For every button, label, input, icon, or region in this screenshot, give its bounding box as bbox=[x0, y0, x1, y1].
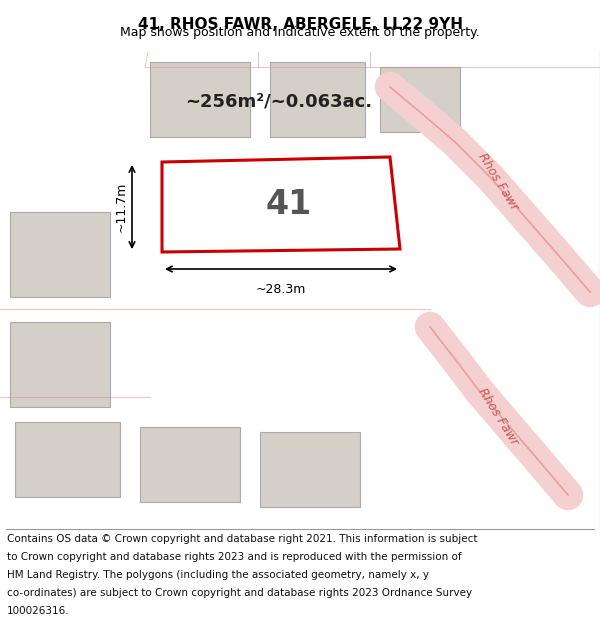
Text: Map shows position and indicative extent of the property.: Map shows position and indicative extent… bbox=[120, 26, 480, 39]
Text: co-ordinates) are subject to Crown copyright and database rights 2023 Ordnance S: co-ordinates) are subject to Crown copyr… bbox=[7, 588, 472, 598]
Text: to Crown copyright and database rights 2023 and is reproduced with the permissio: to Crown copyright and database rights 2… bbox=[7, 552, 462, 562]
Text: Rhos Fawr: Rhos Fawr bbox=[475, 386, 521, 448]
Text: 100026316.: 100026316. bbox=[7, 606, 70, 616]
Text: ~28.3m: ~28.3m bbox=[256, 283, 306, 296]
Bar bbox=[140, 427, 240, 502]
Text: 41, RHOS FAWR, ABERGELE, LL22 9YH: 41, RHOS FAWR, ABERGELE, LL22 9YH bbox=[137, 17, 463, 32]
Bar bbox=[15, 422, 120, 497]
Text: HM Land Registry. The polygons (including the associated geometry, namely x, y: HM Land Registry. The polygons (includin… bbox=[7, 570, 429, 580]
Text: 41: 41 bbox=[265, 189, 311, 221]
Bar bbox=[270, 62, 365, 137]
Text: ~256m²/~0.063ac.: ~256m²/~0.063ac. bbox=[185, 93, 372, 111]
Bar bbox=[10, 212, 110, 297]
Text: Rhos Fawr: Rhos Fawr bbox=[475, 151, 521, 213]
Text: Contains OS data © Crown copyright and database right 2021. This information is : Contains OS data © Crown copyright and d… bbox=[7, 534, 478, 544]
Bar bbox=[380, 67, 460, 132]
Bar bbox=[10, 322, 110, 407]
Text: ~11.7m: ~11.7m bbox=[115, 182, 128, 232]
Polygon shape bbox=[162, 157, 400, 252]
Bar bbox=[260, 432, 360, 507]
Bar bbox=[150, 62, 250, 137]
